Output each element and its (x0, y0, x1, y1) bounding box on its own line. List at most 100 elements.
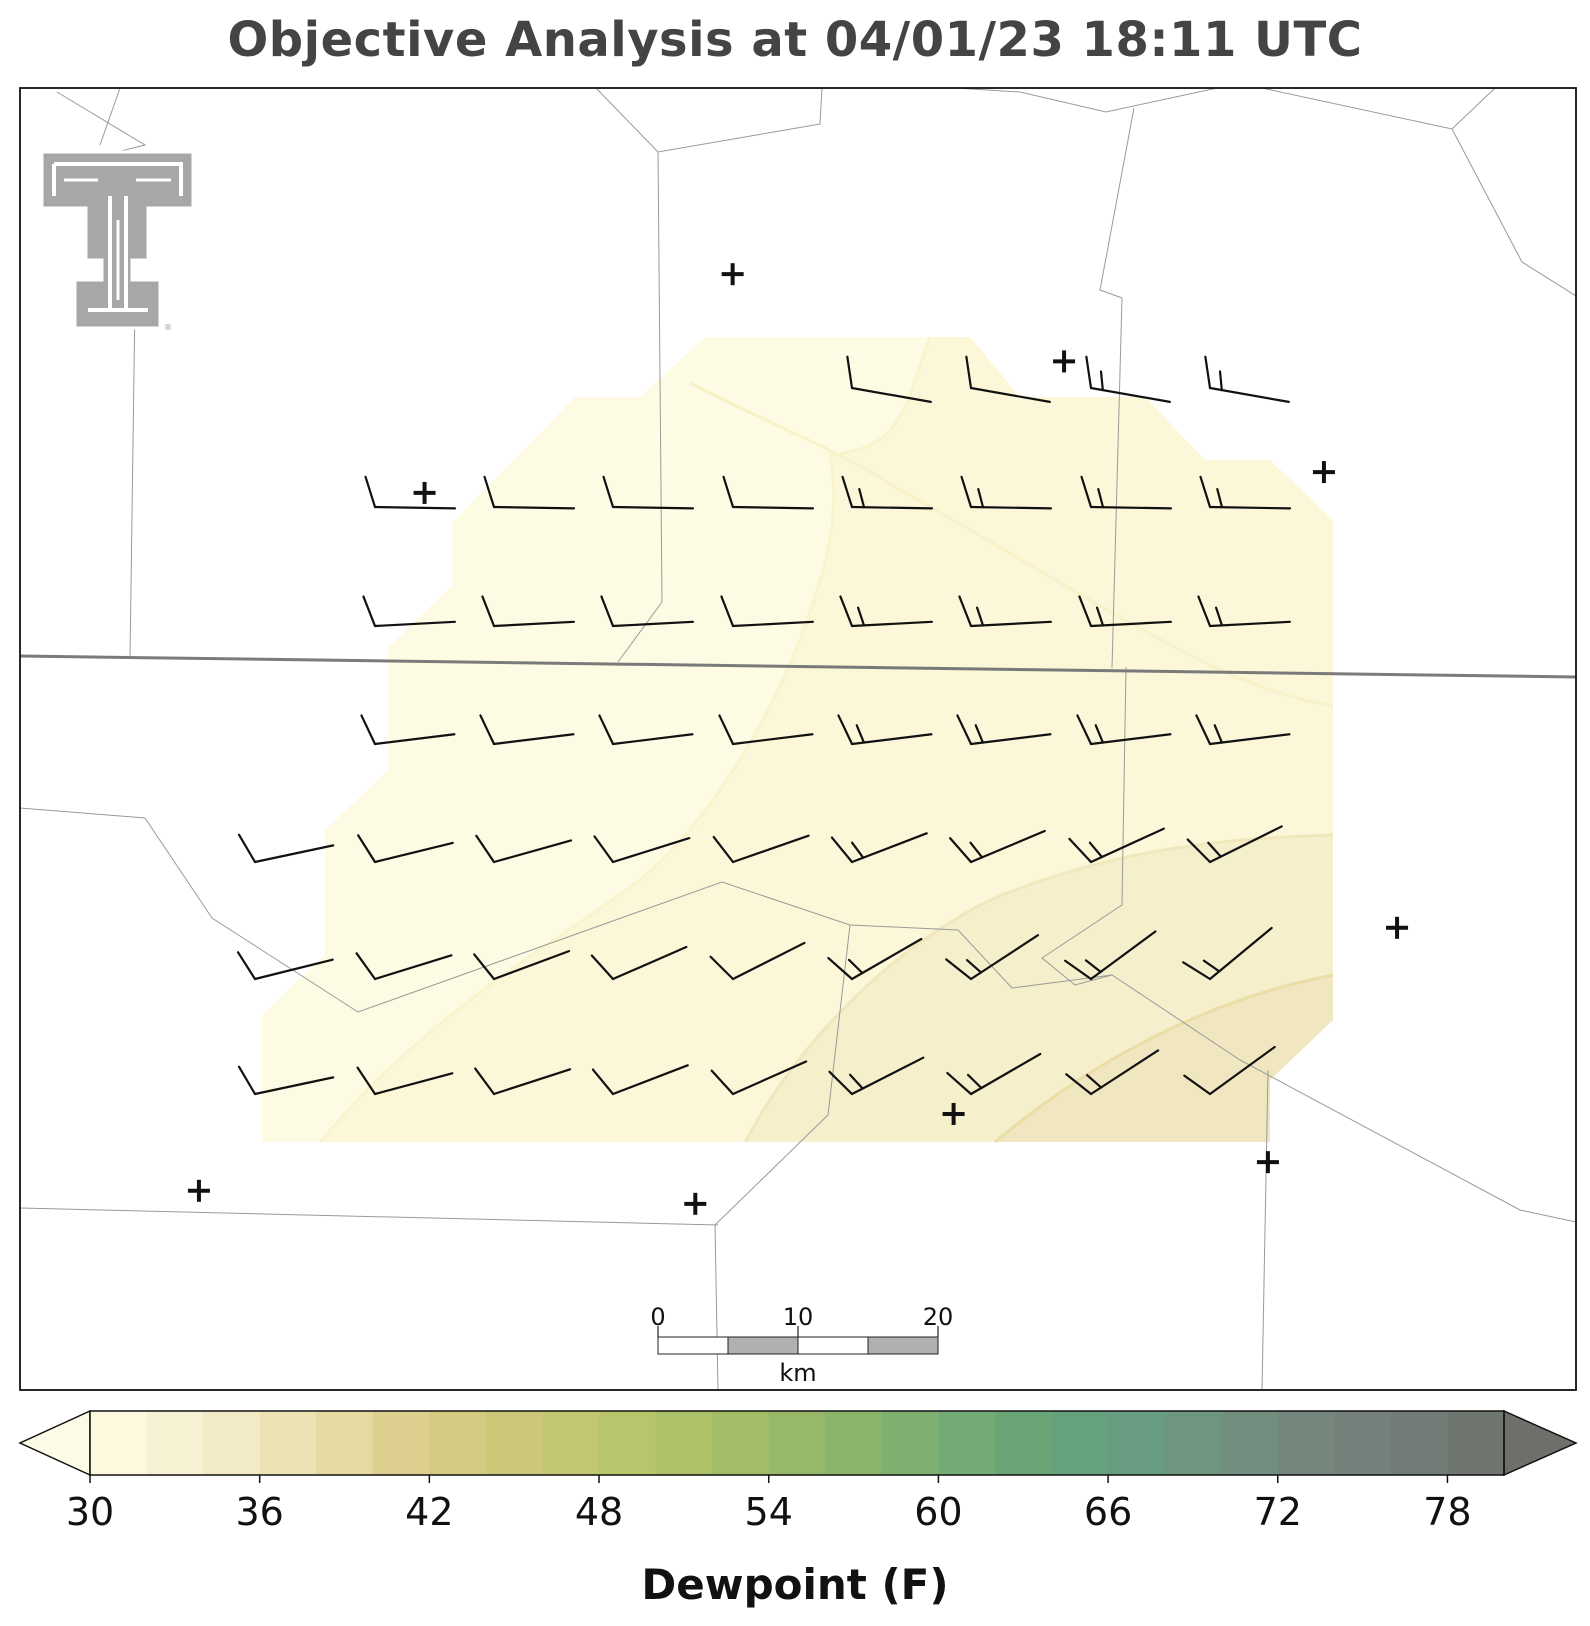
wind-barb (598, 714, 694, 746)
colorbar-cell (655, 1411, 713, 1475)
wind-barb (1064, 930, 1157, 981)
wind-barb (712, 834, 810, 864)
wind-barb (1199, 475, 1292, 510)
wind-barb (718, 714, 814, 746)
colorbar-cell (1164, 1411, 1222, 1475)
colorbar-cell (1221, 1411, 1279, 1475)
wind-barbs (236, 355, 1292, 1096)
wind-barb (355, 952, 453, 981)
wind-barb (362, 595, 456, 628)
wind-barb (1197, 595, 1291, 628)
wind-barb (590, 945, 688, 981)
wind-barb (960, 475, 1053, 510)
dewpoint-contour-c (743, 833, 1334, 1143)
colorbar-cell (881, 1411, 939, 1475)
colorbar-cell (825, 1411, 883, 1475)
wind-barb (949, 829, 1046, 864)
colorbar-extend-min (18, 1409, 91, 1477)
wind-barb (474, 1067, 572, 1096)
wind-barb (1078, 595, 1172, 628)
colorbar-cell (1447, 1411, 1505, 1475)
colorbar-cell (994, 1411, 1053, 1475)
wind-barb (602, 475, 695, 510)
colorbar-extend-max (1503, 1409, 1578, 1477)
station-marker (187, 1179, 210, 1202)
wind-barb (720, 595, 814, 628)
colorbar-tick-label: 54 (745, 1490, 793, 1534)
wind-barb (1076, 714, 1172, 746)
colorbar-cell (146, 1411, 204, 1475)
wind-barb (475, 834, 573, 864)
map-frame (19, 87, 1577, 1391)
wind-barb (591, 1064, 689, 1096)
station-marker (942, 1102, 965, 1125)
wind-barb (593, 835, 691, 864)
wind-barb (841, 475, 934, 510)
colorbar-tick-label: 42 (405, 1490, 453, 1534)
map-title: Objective Analysis at 04/01/23 18:11 UTC (227, 12, 1363, 68)
station-marker (1386, 916, 1409, 939)
wind-barb (236, 951, 334, 981)
wind-barb (837, 714, 933, 746)
colorbar-cell (316, 1411, 374, 1475)
svg-text:®: ® (164, 323, 172, 332)
scale-label-20: 20 (923, 1303, 954, 1331)
colorbar-tick-label: 60 (914, 1490, 962, 1534)
wind-barb (839, 595, 933, 628)
wind-barb (830, 832, 928, 864)
wind-barb (237, 1065, 335, 1096)
state-boundary (20, 654, 1576, 679)
colorbar-cell (90, 1411, 148, 1475)
colorbar-cell (1277, 1411, 1335, 1475)
wind-barb (364, 475, 457, 510)
wind-barb (1068, 827, 1165, 864)
station-marker (684, 1192, 707, 1215)
colorbar-tick-label: 72 (1254, 1490, 1302, 1534)
colorbar-cell (599, 1411, 657, 1475)
wind-barb (360, 714, 456, 746)
wind-barb (600, 595, 694, 628)
wind-barb (965, 355, 1051, 403)
wind-barb (1182, 926, 1273, 981)
wind-barb (846, 355, 932, 403)
wind-barb (237, 833, 335, 864)
colorbar-cell (712, 1411, 770, 1475)
dewpoint-contour-a (689, 381, 1334, 708)
scale-bar: 0 10 20 km (650, 1303, 953, 1387)
station-marker (721, 263, 744, 286)
wind-barb (945, 934, 1040, 981)
station-marker (413, 481, 436, 504)
station-marker (1053, 350, 1076, 373)
wind-barb (958, 595, 1052, 628)
colorbar-cell (429, 1411, 487, 1475)
colorbar-tick-label: 48 (575, 1490, 623, 1534)
scale-label-10: 10 (783, 1303, 814, 1331)
wind-barb (1186, 825, 1283, 864)
station-marker (1256, 1151, 1279, 1174)
texas-tech-logo: ® (40, 150, 195, 332)
wind-barb (946, 1052, 1042, 1096)
wind-barb (1080, 475, 1173, 510)
colorbar-cell (1334, 1411, 1392, 1475)
wind-barb (709, 941, 806, 981)
colorbar-cell (1108, 1411, 1166, 1475)
wind-barb (1085, 355, 1171, 403)
colorbar-cell (938, 1411, 996, 1475)
colorbar-cell (485, 1411, 544, 1475)
colorbar-tick-label: 66 (1084, 1490, 1132, 1534)
colorbar-cell (542, 1411, 600, 1475)
colorbar-tick-label: 78 (1423, 1490, 1471, 1534)
wind-barb (357, 834, 454, 864)
colorbar-cell (1051, 1411, 1109, 1475)
wind-barb (1183, 1045, 1276, 1096)
colorbar-label: Dewpoint (F) (641, 1560, 949, 1609)
wind-barb (1065, 1049, 1160, 1096)
colorbar-cell (203, 1411, 261, 1475)
wind-barb (1204, 355, 1290, 403)
wind-barb (827, 937, 923, 981)
dewpoint-fill-36 (995, 975, 1333, 1142)
wind-barb (956, 714, 1052, 746)
colorbar-cell (1390, 1411, 1449, 1475)
